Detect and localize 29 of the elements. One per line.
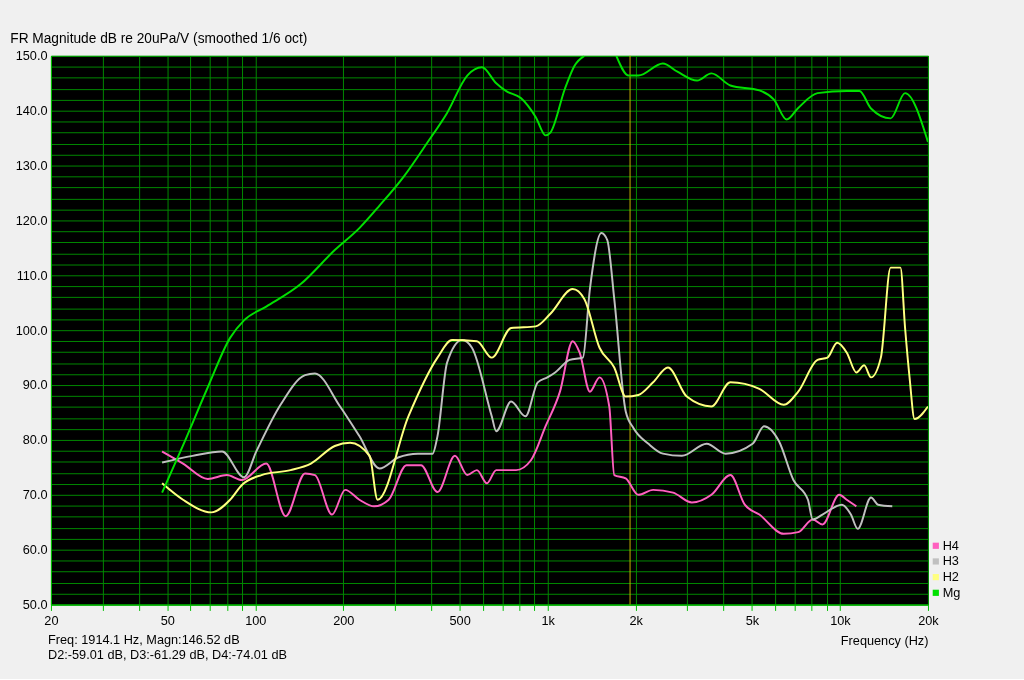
y-tick-label: 90.0 (22, 377, 48, 393)
x-tick-label: 10k (830, 612, 852, 628)
x-tick-label: 50 (160, 612, 175, 628)
y-tick-label: 120.0 (15, 212, 48, 228)
y-tick-label: 60.0 (22, 542, 48, 558)
y-tick-label: 70.0 (22, 487, 48, 503)
text: D2:-59.01 dB, D3:-61.29 dB, D4:-74.01 dB (48, 647, 287, 663)
x-tick-label: 5k (745, 612, 760, 628)
chart-title: FR Magnitude dB re 20uPa/V (smoothed 1/6 oct) (10, 31, 308, 47)
y-tick-label: 150.0 (15, 48, 48, 64)
x-tick-label: 1k (541, 612, 556, 628)
y-tick-label: 80.0 (22, 432, 48, 448)
x-tick-label: 100 (245, 612, 267, 628)
legend-label: H2 (942, 569, 959, 585)
x-tick-label: 20 (44, 612, 59, 628)
legend-label: H3 (942, 553, 959, 569)
y-tick-label: 130.0 (15, 157, 48, 173)
x-tick-label: 20k (918, 612, 940, 628)
x-axis-title: Frequency (Hz) (840, 633, 929, 649)
x-tick-label: 500 (449, 612, 471, 628)
text: Freq: 1914.1 Hz, Magn:146.52 dB (48, 631, 240, 647)
x-tick-label: 200 (333, 612, 355, 628)
y-tick-label: 100.0 (15, 322, 48, 338)
x-tick-label: 2k (629, 612, 644, 628)
y-tick-label: 140.0 (15, 103, 48, 119)
legend-label: H4 (942, 537, 959, 553)
legend-label: Mg (942, 584, 961, 600)
y-tick-label: 110.0 (16, 267, 48, 283)
y-tick-label: 50.0 (22, 596, 48, 612)
